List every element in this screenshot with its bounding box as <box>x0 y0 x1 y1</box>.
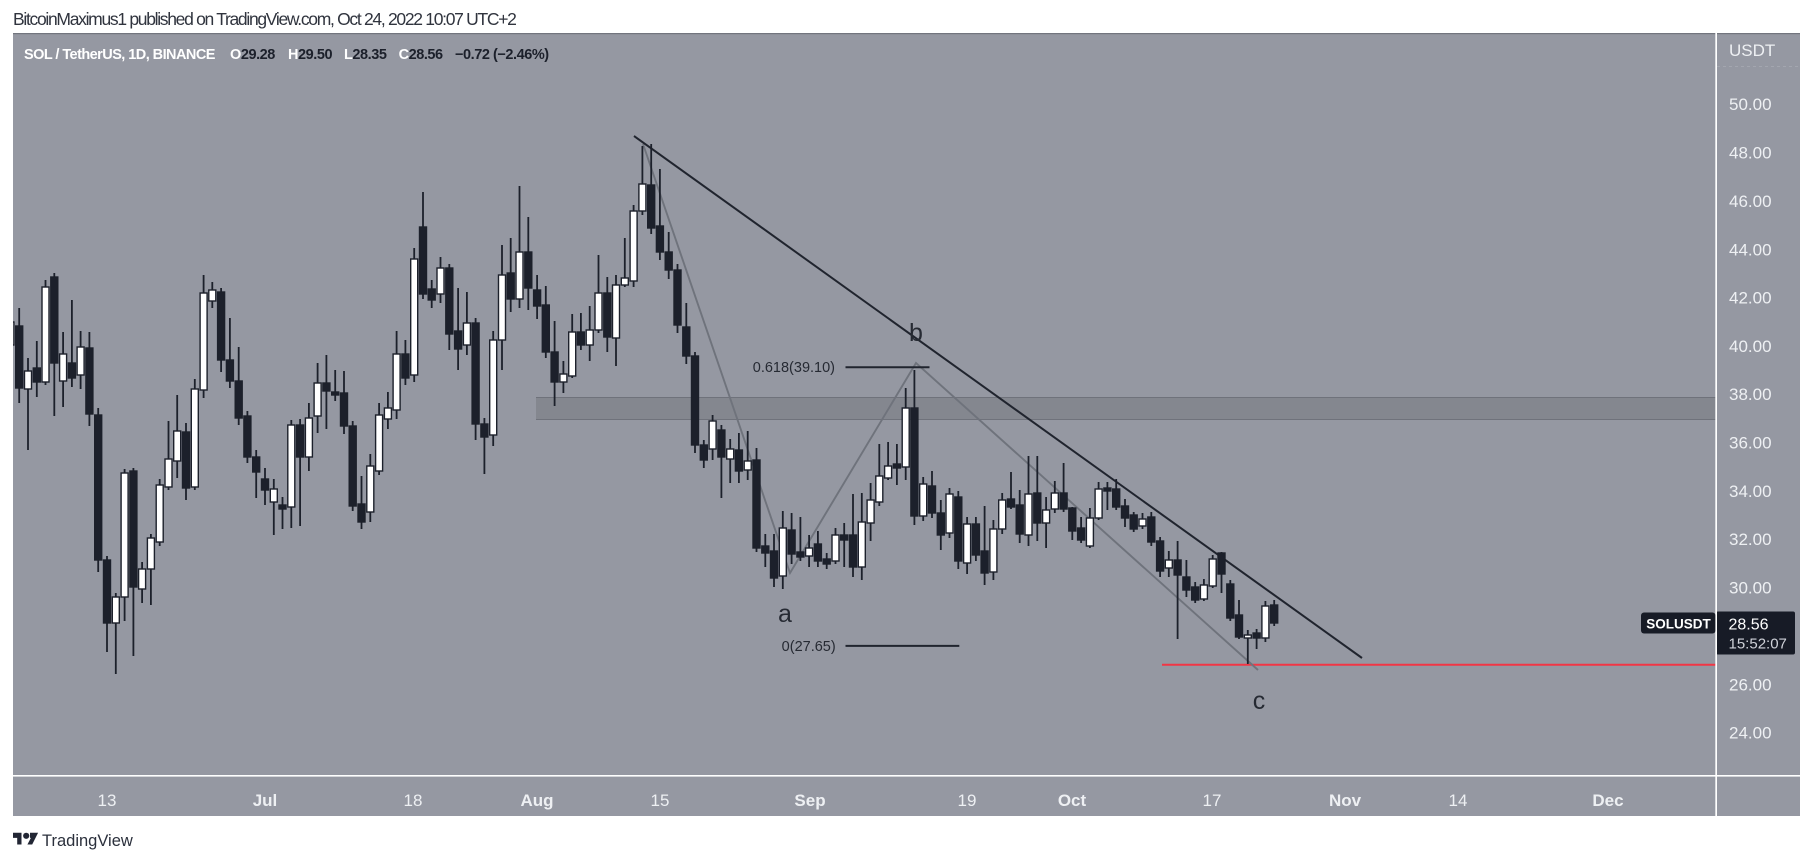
svg-text:44.00: 44.00 <box>1729 241 1772 260</box>
svg-text:34.00: 34.00 <box>1729 482 1772 501</box>
svg-text:c: c <box>1253 687 1266 715</box>
svg-text:13: 13 <box>98 791 117 810</box>
svg-text:USDT: USDT <box>1729 41 1775 60</box>
svg-text:30.00: 30.00 <box>1729 579 1772 598</box>
svg-text:46.00: 46.00 <box>1729 192 1772 211</box>
svg-text:Jul: Jul <box>253 791 278 810</box>
svg-text:15: 15 <box>651 791 670 810</box>
svg-text:SOLUSDT: SOLUSDT <box>1646 617 1711 632</box>
svg-text:17: 17 <box>1203 791 1222 810</box>
svg-text:a: a <box>778 600 792 628</box>
svg-text:15:52:07: 15:52:07 <box>1729 636 1787 653</box>
svg-text:Sep: Sep <box>794 791 825 810</box>
svg-text:Aug: Aug <box>520 791 553 810</box>
svg-text:b: b <box>909 319 923 347</box>
svg-text:48.00: 48.00 <box>1729 144 1772 163</box>
svg-text:Dec: Dec <box>1592 791 1623 810</box>
svg-text:0.618(39.10): 0.618(39.10) <box>753 360 835 376</box>
svg-text:26.00: 26.00 <box>1729 676 1772 695</box>
svg-text:40.00: 40.00 <box>1729 337 1772 356</box>
svg-text:38.00: 38.00 <box>1729 385 1772 404</box>
svg-text:SOL / TetherUS, 1D, BINANCE: SOL / TetherUS, 1D, BINANCE <box>24 47 216 63</box>
svg-text:24.00: 24.00 <box>1729 724 1772 743</box>
svg-text:14: 14 <box>1449 791 1468 810</box>
svg-text:28.56: 28.56 <box>1729 617 1769 634</box>
svg-text:BitcoinMaximus1 published on T: BitcoinMaximus1 published on TradingView… <box>13 9 516 29</box>
svg-text:Oct: Oct <box>1058 791 1087 810</box>
svg-text:Nov: Nov <box>1329 791 1362 810</box>
svg-text:19: 19 <box>958 791 977 810</box>
svg-text:42.00: 42.00 <box>1729 289 1772 308</box>
svg-text:50.00: 50.00 <box>1729 95 1772 114</box>
svg-text:36.00: 36.00 <box>1729 434 1772 453</box>
svg-text:TradingView: TradingView <box>42 832 133 850</box>
svg-text:18: 18 <box>404 791 423 810</box>
svg-text:0(27.65): 0(27.65) <box>782 639 836 655</box>
svg-text:32.00: 32.00 <box>1729 530 1772 549</box>
